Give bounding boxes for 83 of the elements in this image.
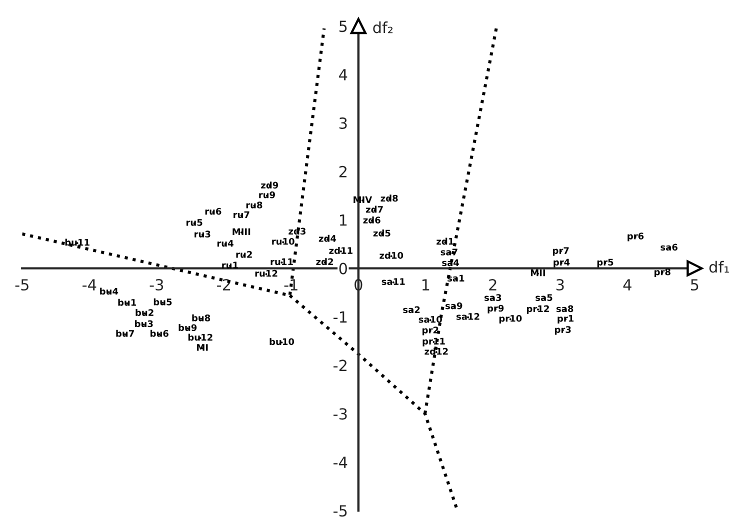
data-label: bu6 <box>150 330 168 337</box>
data-label: bu5 <box>154 298 172 306</box>
data-label: ru8 <box>246 202 262 208</box>
y-tick-label: 0 <box>339 262 347 274</box>
y-tick-label: 3 <box>339 117 347 129</box>
x-tick-label: 4 <box>623 279 632 290</box>
data-label: ru1 <box>222 262 238 269</box>
data-label: bu9 <box>178 324 197 332</box>
data-label: zd10 <box>380 252 404 259</box>
data-label: zd12 <box>424 348 448 355</box>
y-tick-label: -5 <box>334 505 347 517</box>
data-label: sa4 <box>442 259 460 266</box>
y-tick-label: 2 <box>339 166 346 178</box>
y-axis-title: df₂ <box>373 21 393 34</box>
y-tick-label: 5 <box>339 20 347 32</box>
data-label: ru3 <box>194 230 210 238</box>
data-label: pr3 <box>555 326 571 335</box>
data-label: bu11 <box>65 238 90 246</box>
data-label: zd7 <box>366 206 383 213</box>
data-label: ru12 <box>255 270 278 277</box>
data-label: zd11 <box>329 246 352 254</box>
x-axis-title: df₁ <box>709 260 729 273</box>
x-tick-label: -4 <box>82 279 96 290</box>
x-tick-label: 3 <box>556 279 564 291</box>
data-label: ru6 <box>205 208 222 215</box>
data-label: bu1 <box>118 298 136 306</box>
x-tick-label: 5 <box>690 279 698 291</box>
data-label: sa12 <box>456 313 480 320</box>
data-label: zd1 <box>436 238 454 245</box>
x-tick-label: -5 <box>15 279 28 291</box>
y-tick-label: -1 <box>334 311 347 323</box>
data-label: pr6 <box>628 232 644 242</box>
data-label: pr11 <box>422 338 445 346</box>
y-tick-label: -3 <box>334 408 347 420</box>
x-tick-label: -3 <box>150 279 164 291</box>
data-label: sa9 <box>446 302 462 310</box>
data-label: sa2 <box>403 306 420 314</box>
data-label: ru11 <box>270 258 293 266</box>
data-label: pr9 <box>488 304 504 314</box>
data-label: sa7 <box>440 248 458 256</box>
data-label: pr7 <box>552 247 569 256</box>
y-tick-label: 1 <box>340 214 347 226</box>
data-label: pr10 <box>499 314 522 324</box>
data-label: ru2 <box>236 251 252 258</box>
data-label: pr1 <box>558 315 574 324</box>
data-label: sa6 <box>660 244 678 251</box>
data-label: MIII <box>232 228 250 235</box>
data-label: zd8 <box>380 194 398 202</box>
x-tick-label: -1 <box>284 279 298 290</box>
data-label: pr8 <box>654 268 670 278</box>
data-label: sa8 <box>556 305 574 312</box>
data-label: ru4 <box>217 240 234 247</box>
data-label: zd5 <box>373 230 390 237</box>
data-label: sa3 <box>484 294 502 301</box>
data-label: bu7 <box>116 330 134 337</box>
data-label: sa5 <box>536 294 552 301</box>
x-tick-label: 1 <box>422 279 430 290</box>
data-label: MI <box>197 344 208 351</box>
data-label: zd6 <box>363 216 380 224</box>
data-label: zd9 <box>261 182 278 189</box>
data-label: sa10 <box>418 316 442 323</box>
data-label: ru5 <box>186 219 202 226</box>
y-tick-label: -4 <box>334 456 348 468</box>
y-tick-label: -2 <box>334 360 346 372</box>
data-label: bu8 <box>192 314 210 322</box>
data-label: MII <box>530 270 545 276</box>
data-label: zd2 <box>316 258 334 266</box>
data-label: pr2 <box>422 326 438 336</box>
data-label: bu2 <box>136 309 154 316</box>
y-tick-label: 4 <box>339 69 348 80</box>
data-label: ru9 <box>259 191 275 198</box>
x-tick-label: 2 <box>489 279 496 290</box>
data-label: bu4 <box>100 288 118 295</box>
data-label: bu12 <box>188 334 212 341</box>
data-label: ru7 <box>234 211 250 218</box>
data-label: pr12 <box>526 305 549 314</box>
data-label: pr5 <box>597 258 614 268</box>
data-label: bu3 <box>135 320 153 328</box>
data-label: zd4 <box>318 234 336 242</box>
data-label: bu10 <box>270 338 294 346</box>
data-label: sa11 <box>382 278 405 285</box>
data-label: pr4 <box>554 258 570 268</box>
data-label: ru10 <box>272 238 294 245</box>
